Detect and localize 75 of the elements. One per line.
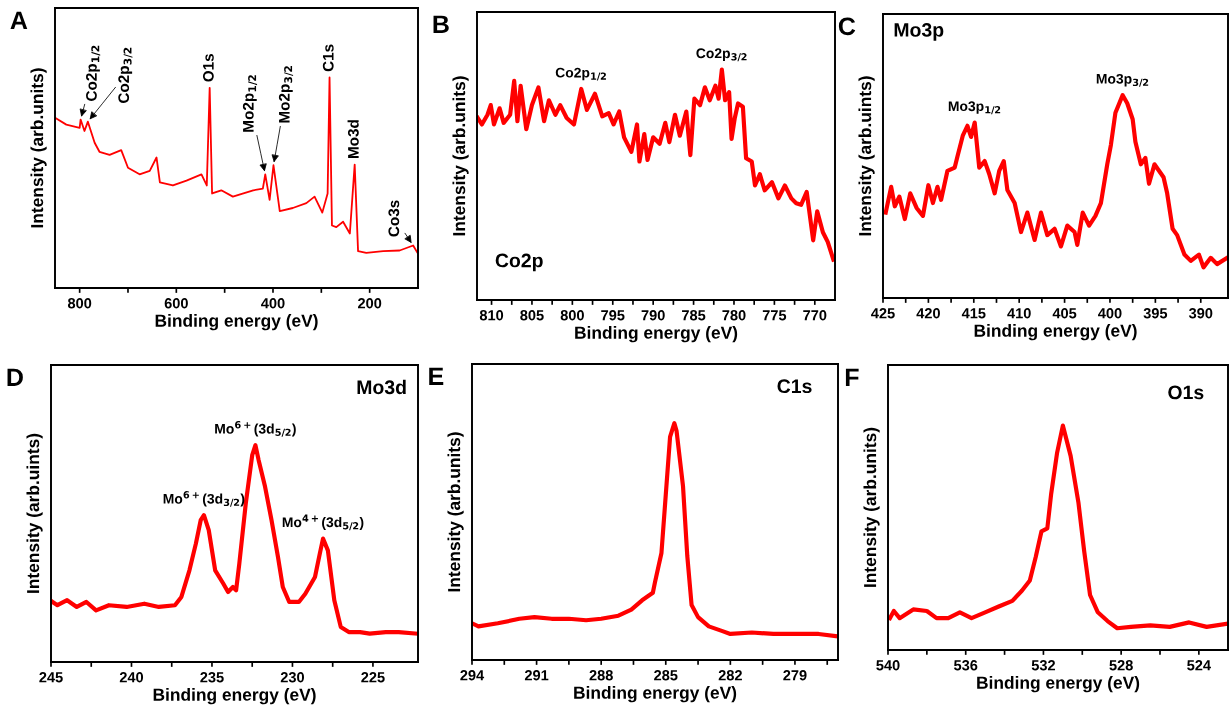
chart-subtitle: Mo3d bbox=[357, 379, 406, 395]
x-tick-label: 279 bbox=[783, 670, 807, 681]
chart-title: F bbox=[845, 368, 859, 386]
x-tick-label: 291 bbox=[524, 670, 549, 681]
annotation: Mo3d bbox=[347, 120, 359, 159]
x-tick-label: 420 bbox=[916, 308, 940, 319]
x-tick-label: 800 bbox=[560, 310, 584, 321]
x-axis-title: Binding energy (eV) bbox=[974, 324, 1137, 341]
x-tick-label: 288 bbox=[589, 670, 613, 681]
annotation: Mo$^{6+}$(3d$_{3/2}$) bbox=[163, 491, 245, 507]
y-axis-title: Intensity (arb.uints) bbox=[26, 433, 43, 593]
x-tick-label: 400 bbox=[261, 298, 285, 309]
annotation: Co2p$_{3/2}$ bbox=[118, 47, 133, 103]
annotation: Co2p$_{1/2}$ bbox=[555, 67, 606, 81]
x-tick-label: 285 bbox=[654, 670, 678, 681]
x-tick-label: 532 bbox=[1031, 660, 1056, 671]
x-tick-label: 770 bbox=[803, 310, 827, 321]
x-tick-label: 425 bbox=[871, 308, 895, 319]
x-tick-label: 600 bbox=[164, 298, 188, 309]
x-tick-label: 785 bbox=[682, 310, 706, 321]
x-tick-label: 780 bbox=[722, 310, 746, 321]
annotation: Co3s bbox=[388, 200, 400, 237]
y-axis-title: Intensity (arb.uints) bbox=[858, 76, 875, 236]
x-axis-title: Binding energy (eV) bbox=[977, 676, 1140, 693]
chart-title: C bbox=[838, 17, 856, 36]
x-tick-label: 390 bbox=[1188, 308, 1213, 319]
chart-title: D bbox=[7, 368, 23, 386]
y-axis-title: Intensity (arb.units) bbox=[30, 68, 47, 228]
x-tick-label: 200 bbox=[358, 298, 382, 309]
text: Co2p bbox=[495, 253, 543, 272]
chart-subtitle: C1s bbox=[777, 379, 812, 394]
annotation: Co2p$_{3/2}$ bbox=[696, 48, 747, 62]
x-tick-label: 235 bbox=[200, 672, 224, 683]
x-tick-label: 395 bbox=[1143, 308, 1168, 319]
y-axis-title: Intensity (arb.units) bbox=[863, 427, 880, 587]
chart-title: E bbox=[429, 367, 444, 385]
x-tick-label: 795 bbox=[601, 310, 625, 321]
x-axis-title: Binding energy (eV) bbox=[153, 688, 316, 705]
annotation: O1s bbox=[202, 53, 214, 82]
annotation: Mo3p$_{1/2}$ bbox=[948, 101, 1001, 115]
x-tick-label: 245 bbox=[39, 672, 63, 683]
chart-title: A bbox=[10, 11, 28, 29]
x-tick-label: 405 bbox=[1052, 308, 1077, 319]
x-axis-title: Binding energy (eV) bbox=[574, 686, 737, 703]
x-tick-label: 790 bbox=[641, 310, 665, 321]
x-tick-label: 540 bbox=[876, 660, 900, 671]
x-tick-label: 528 bbox=[1109, 660, 1133, 671]
x-tick-label: 230 bbox=[280, 672, 305, 683]
y-axis-title: Intensity (arb.units) bbox=[447, 432, 464, 592]
x-tick-label: 524 bbox=[1187, 660, 1211, 671]
chart-subtitle: O1s bbox=[1168, 385, 1204, 400]
annotation: Mo$^{4+}$(3d$_{5/2}$) bbox=[282, 514, 364, 531]
x-tick-label: 415 bbox=[961, 308, 986, 319]
y-axis-title: Intensity (arb.units) bbox=[452, 76, 469, 236]
x-tick-label: 536 bbox=[954, 660, 978, 671]
x-tick-label: 775 bbox=[762, 310, 787, 321]
annotation: C1s bbox=[322, 44, 334, 72]
x-tick-label: 810 bbox=[479, 310, 504, 321]
annotation: Mo2p$_{1/2}$ bbox=[242, 75, 258, 132]
x-tick-label: 800 bbox=[67, 298, 92, 309]
chart-subtitle: Mo3p bbox=[894, 23, 944, 41]
x-tick-label: 225 bbox=[361, 672, 385, 683]
x-axis-title: Binding energy (eV) bbox=[575, 326, 738, 343]
annotation: Mo$^{6+}$(3d$_{5/2}$) bbox=[215, 421, 296, 437]
x-tick-label: 805 bbox=[520, 310, 544, 321]
annotation: Mo3p$_{3/2}$ bbox=[1096, 73, 1149, 87]
x-tick-label: 294 bbox=[460, 670, 485, 681]
annotation: Co2p$_{1/2}$ bbox=[86, 45, 101, 101]
annotation: Mo2p$_{3/2}$ bbox=[278, 66, 294, 123]
x-tick-label: 240 bbox=[119, 672, 144, 683]
x-axis-title: Binding energy (eV) bbox=[155, 314, 318, 331]
x-tick-label: 410 bbox=[1007, 308, 1031, 319]
x-tick-label: 400 bbox=[1098, 308, 1122, 319]
x-tick-label: 282 bbox=[718, 670, 742, 681]
chart-title: B bbox=[433, 15, 449, 33]
